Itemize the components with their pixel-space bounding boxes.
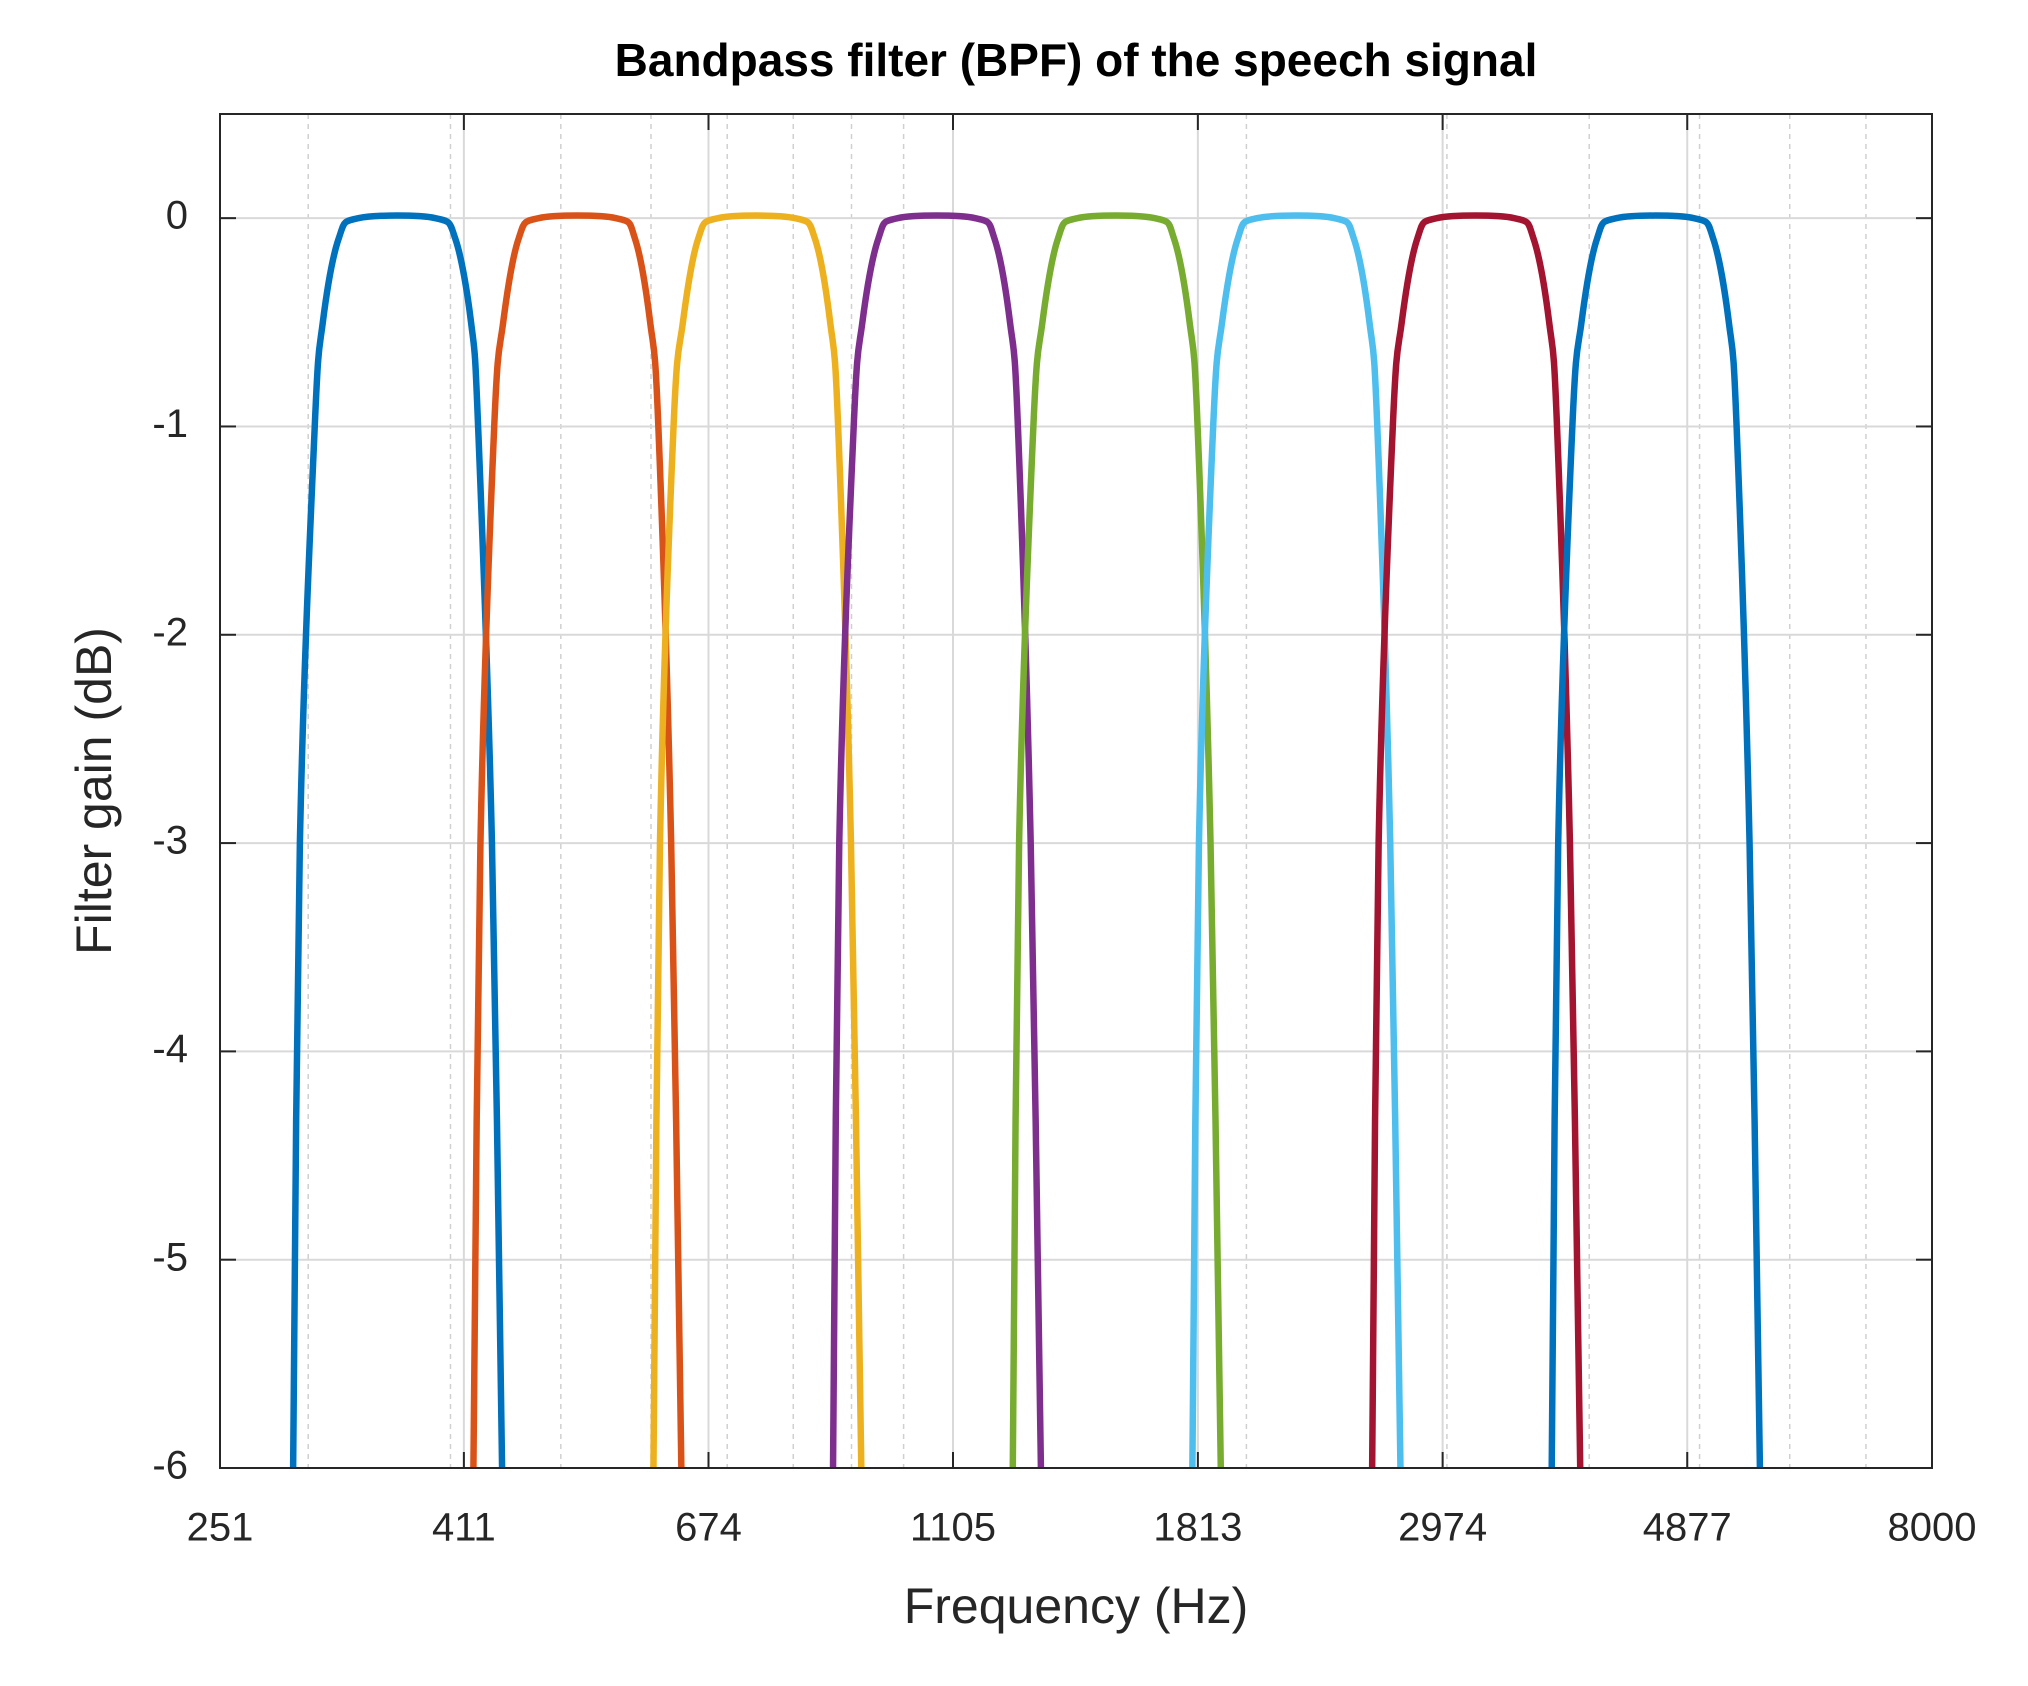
y-axis-label: Filter gain (dB)	[66, 627, 122, 955]
y-tick-label: 0	[166, 194, 188, 238]
filter-curve	[829, 212, 1045, 1468]
filter-curve	[1189, 212, 1404, 1468]
filter-curve	[1009, 212, 1225, 1468]
x-axis-label: Frequency (Hz)	[904, 1578, 1249, 1634]
x-tick-label: 2974	[1398, 1506, 1487, 1550]
x-tick-label: 8000	[1888, 1506, 1977, 1550]
filter-curve	[1548, 212, 1764, 1468]
filter-curve	[470, 212, 685, 1468]
x-tick-label: 4877	[1643, 1506, 1732, 1550]
y-tick-label: -6	[152, 1444, 188, 1488]
x-tick-label: 1105	[910, 1506, 996, 1550]
filter-curve	[1368, 212, 1584, 1468]
filter-curve	[650, 212, 865, 1468]
y-tick-label: -2	[152, 610, 188, 654]
x-tick-label: 251	[187, 1506, 254, 1550]
chart-title: Bandpass filter (BPF) of the speech sign…	[615, 34, 1538, 86]
plot-lines	[289, 212, 1764, 1468]
filter-curve	[289, 212, 506, 1468]
y-tick-label: -1	[152, 402, 188, 446]
x-tick-label: 1813	[1153, 1506, 1242, 1550]
axes-box	[219, 113, 1933, 1469]
x-tick-label: 411	[432, 1506, 496, 1550]
y-tick-label: -5	[152, 1235, 188, 1279]
y-tick-label: -3	[152, 819, 188, 863]
x-tick-label: 674	[675, 1506, 742, 1550]
y-tick-label: -4	[152, 1027, 188, 1071]
